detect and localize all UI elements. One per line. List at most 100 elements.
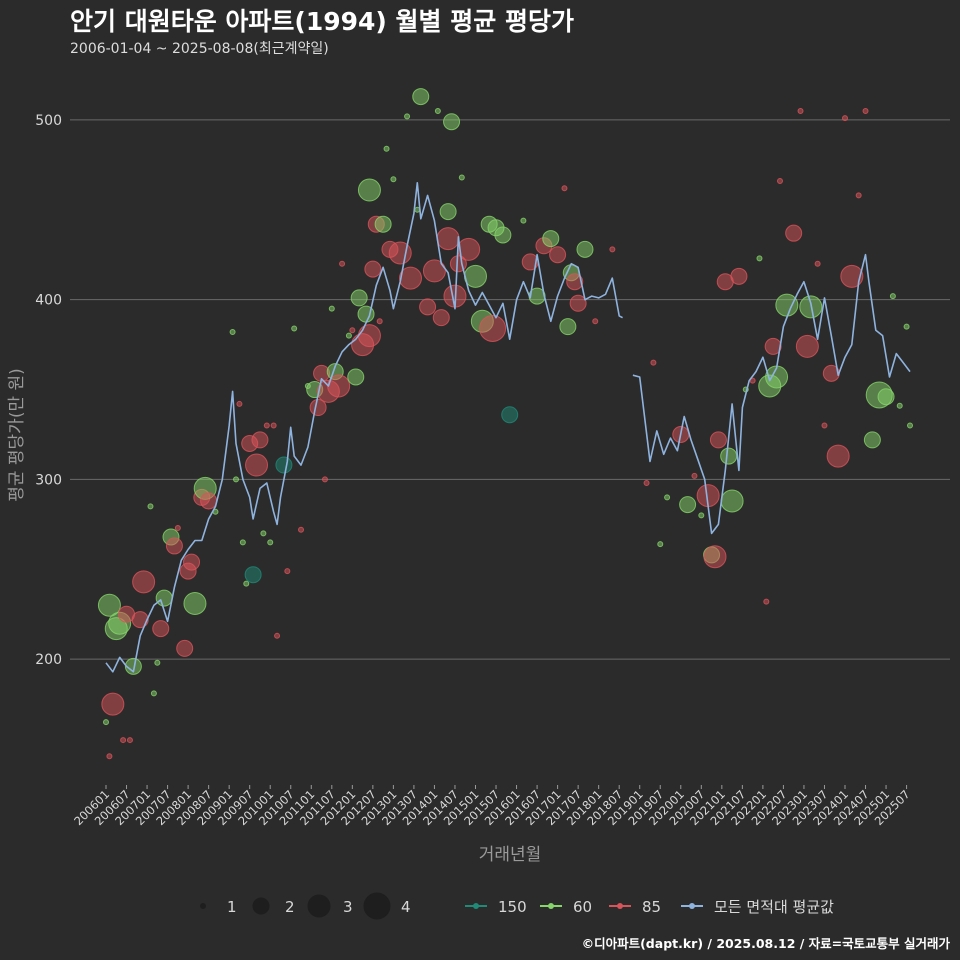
data-point-60 (434, 107, 441, 114)
legend-label-avg: 모든 면적대 평균값 (714, 898, 834, 916)
data-point-60 (907, 422, 913, 429)
y-tick-label: 200 (35, 652, 62, 668)
data-point-85 (561, 185, 568, 192)
data-point-85 (432, 309, 450, 327)
data-point-85 (152, 620, 170, 638)
data-point-60 (350, 289, 368, 307)
data-point-60 (520, 217, 527, 224)
data-point-60 (576, 240, 594, 258)
data-point-85 (251, 431, 269, 449)
data-point-60 (877, 388, 895, 406)
data-point-60 (664, 494, 671, 501)
data-point-60 (443, 113, 461, 131)
data-point-60 (345, 332, 352, 339)
data-point-60 (328, 305, 335, 312)
data-point-85 (703, 545, 727, 569)
legend-size-label: 2 (285, 898, 295, 916)
data-point-60 (147, 503, 154, 510)
data-point-60 (698, 512, 705, 519)
data-point-60 (260, 530, 267, 537)
data-point-60 (863, 431, 881, 449)
data-point-60 (383, 145, 390, 152)
chart-title: 안기 대원타운 아파트(1994) 월별 평균 평당가 (70, 7, 574, 36)
data-point-85 (101, 692, 125, 716)
data-point-60 (374, 215, 392, 233)
data-point-85 (284, 568, 291, 575)
data-point-60 (559, 318, 577, 336)
data-point-85 (840, 264, 864, 288)
data-point-60 (775, 293, 799, 317)
legend-label-85: 85 (642, 898, 661, 916)
data-point-85 (436, 227, 460, 251)
y-axis-ticks: 200 300 400 500 (35, 113, 62, 668)
legend-dot-150 (473, 903, 479, 909)
data-point-85 (691, 472, 698, 479)
data-point-60 (896, 402, 903, 409)
legend-size-symbol (307, 894, 331, 918)
data-point-60 (903, 323, 910, 330)
data-point-60 (239, 539, 246, 546)
data-point-60 (458, 174, 465, 181)
data-point-150 (244, 566, 262, 584)
data-point-60 (183, 591, 207, 615)
data-point-85 (263, 422, 270, 429)
data-point-85 (650, 359, 657, 366)
data-point-85 (388, 241, 412, 265)
data-point-60 (756, 255, 763, 262)
data-point-85 (132, 570, 156, 594)
data-point-85 (126, 737, 133, 744)
data-point-85 (339, 260, 346, 267)
data-point-85 (730, 267, 748, 285)
legend-label-60: 60 (573, 898, 592, 916)
data-point-85 (270, 422, 277, 429)
data-point-60 (439, 203, 457, 221)
data-point-85 (826, 444, 850, 468)
legend-size-symbol (200, 903, 206, 909)
data-point-85 (321, 476, 328, 483)
y-tick-label: 300 (35, 472, 62, 488)
data-point-85 (120, 737, 127, 744)
data-point-60 (347, 368, 365, 386)
data-point-150 (275, 456, 293, 474)
data-point-85 (763, 598, 770, 605)
legend-label-150: 150 (498, 898, 527, 916)
data-point-60 (889, 293, 896, 300)
data-point-85 (398, 266, 422, 290)
data-point-60 (155, 589, 173, 607)
legend-dot-85 (617, 903, 623, 909)
data-point-85 (566, 273, 584, 291)
data-point-85 (776, 178, 783, 185)
data-point-60 (150, 690, 157, 697)
data-point-85 (422, 259, 446, 283)
data-point-60 (542, 230, 560, 248)
data-point-85 (814, 260, 821, 267)
y-axis-label: 평균 평당가(만 원) (7, 368, 27, 502)
y-tick-label: 400 (35, 293, 62, 309)
data-point-85 (364, 260, 382, 278)
data-point-85 (298, 526, 305, 533)
data-point-60 (243, 580, 250, 587)
data-point-85 (795, 334, 819, 358)
data-point-85 (183, 553, 201, 571)
data-point-60 (103, 719, 109, 726)
data-point-60 (657, 541, 664, 548)
legend: 1 2 3 4 150 60 85 모든 면적대 평균값 (200, 892, 834, 920)
data-point-85 (357, 324, 381, 348)
data-point-85 (862, 107, 869, 114)
data-point-60 (720, 447, 738, 465)
average-line-segment (105, 182, 623, 673)
data-point-85 (236, 400, 243, 407)
legend-size-symbol (252, 897, 270, 915)
data-point-85 (165, 537, 183, 555)
data-point-85 (131, 611, 149, 629)
data-point-85 (841, 115, 848, 122)
legend-size-symbol (363, 892, 391, 920)
data-point-60 (229, 329, 236, 336)
data-point-60 (124, 657, 142, 675)
grid-lines (70, 119, 950, 660)
y-tick-label: 500 (35, 113, 62, 129)
legend-size-label: 4 (401, 898, 411, 916)
data-point-85 (709, 431, 727, 449)
data-point-60 (720, 489, 744, 513)
